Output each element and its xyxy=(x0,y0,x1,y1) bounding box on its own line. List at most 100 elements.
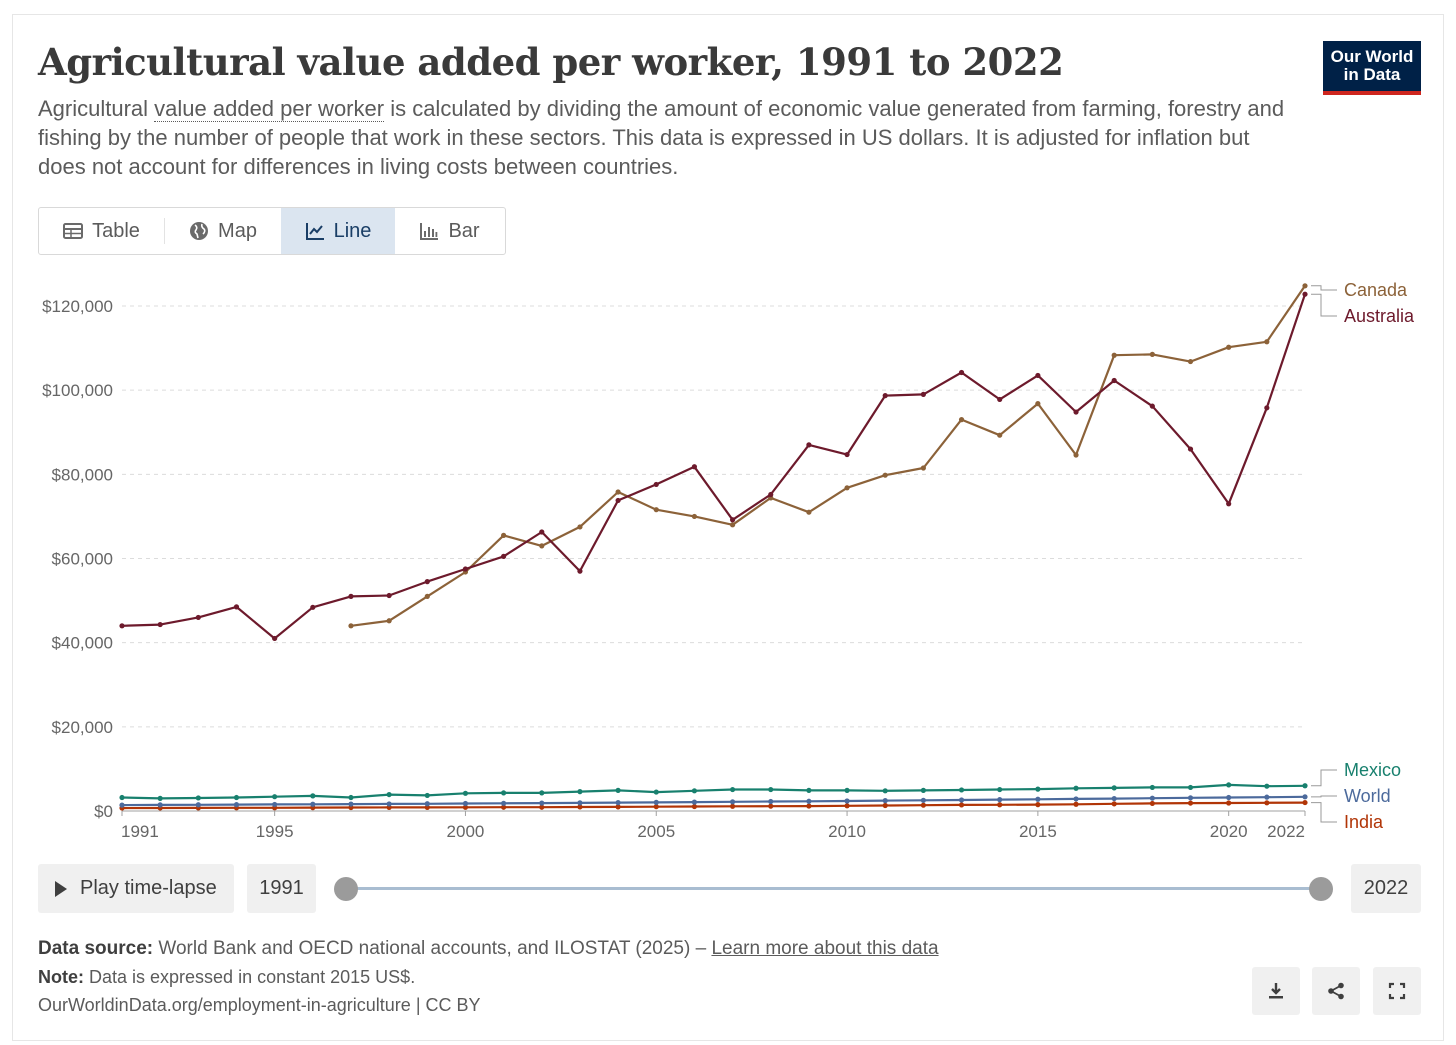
data-point-mexico xyxy=(501,790,507,796)
timeline-track[interactable] xyxy=(346,887,1321,890)
legend-label-australia: Australia xyxy=(1344,306,1415,326)
data-point-australia xyxy=(882,393,888,399)
label-connector xyxy=(1311,795,1337,798)
data-point-australia xyxy=(1035,372,1041,379)
attribution[interactable]: OurWorldinData.org/employment-in-agricul… xyxy=(38,995,481,1015)
note-line: Note: Data is expressed in constant 2015… xyxy=(38,967,415,988)
data-point-india xyxy=(1035,802,1041,808)
data-point-australia xyxy=(1187,446,1194,452)
timeline-end-handle[interactable] xyxy=(1309,877,1333,901)
line-chart: $0 $20,000 $40,000 $60,000 $80,000 $100,000 $1… xyxy=(42,280,1415,841)
logo-line-2: in Data xyxy=(1343,65,1401,84)
x-tick-label: 1995 xyxy=(256,822,294,841)
data-point-india xyxy=(1073,801,1079,807)
download-button[interactable] xyxy=(1252,967,1300,1015)
source-label: Data source: xyxy=(38,938,154,959)
tab-table[interactable]: Table xyxy=(39,208,164,254)
data-point-australia xyxy=(615,497,621,504)
tab-line-label: Line xyxy=(333,219,372,242)
data-point-canada xyxy=(501,532,507,538)
data-point-canada xyxy=(1035,401,1041,407)
data-point-mexico xyxy=(958,787,965,793)
data-point-australia xyxy=(920,391,926,397)
data-point-india xyxy=(462,804,469,810)
share-icon xyxy=(1328,982,1344,1000)
download-icon xyxy=(1269,983,1283,999)
tab-bar[interactable]: Bar xyxy=(395,208,504,254)
data-point-india xyxy=(1111,801,1117,807)
legend-label-world: World xyxy=(1344,786,1391,806)
data-point-world xyxy=(1187,795,1194,801)
fullscreen-button[interactable] xyxy=(1373,967,1421,1015)
source-text: World Bank and OECD national accounts, a… xyxy=(153,938,712,959)
tab-line[interactable]: Line xyxy=(281,208,395,254)
data-point-india xyxy=(615,804,621,810)
play-timelapse-button[interactable]: Play time-lapse xyxy=(38,864,234,913)
share-button[interactable] xyxy=(1312,967,1360,1015)
data-point-india xyxy=(997,802,1003,808)
data-point-india xyxy=(806,803,812,809)
data-point-mexico xyxy=(997,786,1003,793)
data-point-australia xyxy=(653,481,659,488)
data-point-mexico xyxy=(233,794,240,801)
data-point-world xyxy=(729,799,736,805)
data-point-australia xyxy=(1264,405,1270,411)
end-year-label: 2022 xyxy=(1351,864,1421,913)
data-point-australia xyxy=(272,635,278,642)
data-point-world xyxy=(653,799,659,805)
data-point-canada xyxy=(539,543,545,549)
note-label: Note: xyxy=(38,967,84,987)
tab-table-label: Table xyxy=(92,219,140,242)
note-text: Data is expressed in constant 2015 US$. xyxy=(84,967,416,987)
data-source-line: Data source: World Bank and OECD nationa… xyxy=(38,938,939,960)
data-point-mexico xyxy=(539,790,545,796)
data-point-mexico xyxy=(1302,783,1308,789)
data-point-canada xyxy=(1226,344,1232,350)
data-point-canada xyxy=(424,593,430,599)
data-point-canada xyxy=(729,522,736,528)
data-point-australia xyxy=(157,621,163,628)
data-point-mexico xyxy=(615,787,621,793)
chart-subtitle: Agricultural value added per worker is c… xyxy=(38,94,1288,181)
data-point-australia xyxy=(729,517,736,523)
owid-logo[interactable]: Our World in Data xyxy=(1323,41,1421,95)
play-label: Play time-lapse xyxy=(80,877,217,899)
x-tick-label: 1991 xyxy=(121,822,159,841)
data-point-mexico xyxy=(691,788,698,794)
tab-map[interactable]: Map xyxy=(165,208,281,254)
data-point-world xyxy=(157,802,163,808)
data-point-world xyxy=(539,800,545,806)
data-point-australia xyxy=(348,593,354,599)
data-point-mexico xyxy=(844,787,850,793)
series-line-mexico xyxy=(121,783,1306,800)
data-point-india xyxy=(729,803,736,809)
subtitle-definition-link[interactable]: value added per worker xyxy=(154,96,385,122)
data-point-world xyxy=(691,799,698,805)
data-point-mexico xyxy=(729,786,736,793)
data-point-india xyxy=(424,804,430,810)
data-point-canada xyxy=(653,507,659,513)
x-tick-label: 2000 xyxy=(447,822,485,841)
data-point-world xyxy=(310,801,316,807)
data-point-australia xyxy=(806,442,812,448)
data-point-world xyxy=(348,801,354,807)
tab-divider xyxy=(164,218,165,244)
data-point-canada xyxy=(691,513,698,520)
data-point-australia xyxy=(233,604,240,610)
data-point-india xyxy=(1149,800,1155,807)
data-point-world xyxy=(1111,795,1117,802)
learn-more-link[interactable]: Learn more about this data xyxy=(711,938,939,959)
data-point-australia xyxy=(958,369,965,376)
logo-line-1: Our World xyxy=(1330,47,1414,66)
data-point-mexico xyxy=(272,794,278,800)
tab-map-label: Map xyxy=(218,219,257,242)
series-line-world xyxy=(121,795,1306,807)
timeline-start-handle[interactable] xyxy=(334,877,358,901)
data-point-world xyxy=(882,798,888,804)
label-connector xyxy=(1311,293,1337,317)
data-point-world xyxy=(1035,796,1041,802)
x-tick-label: 2005 xyxy=(637,822,675,841)
data-point-australia xyxy=(119,623,125,629)
data-point-mexico xyxy=(653,789,659,795)
x-tick-label: 2020 xyxy=(1210,822,1248,841)
